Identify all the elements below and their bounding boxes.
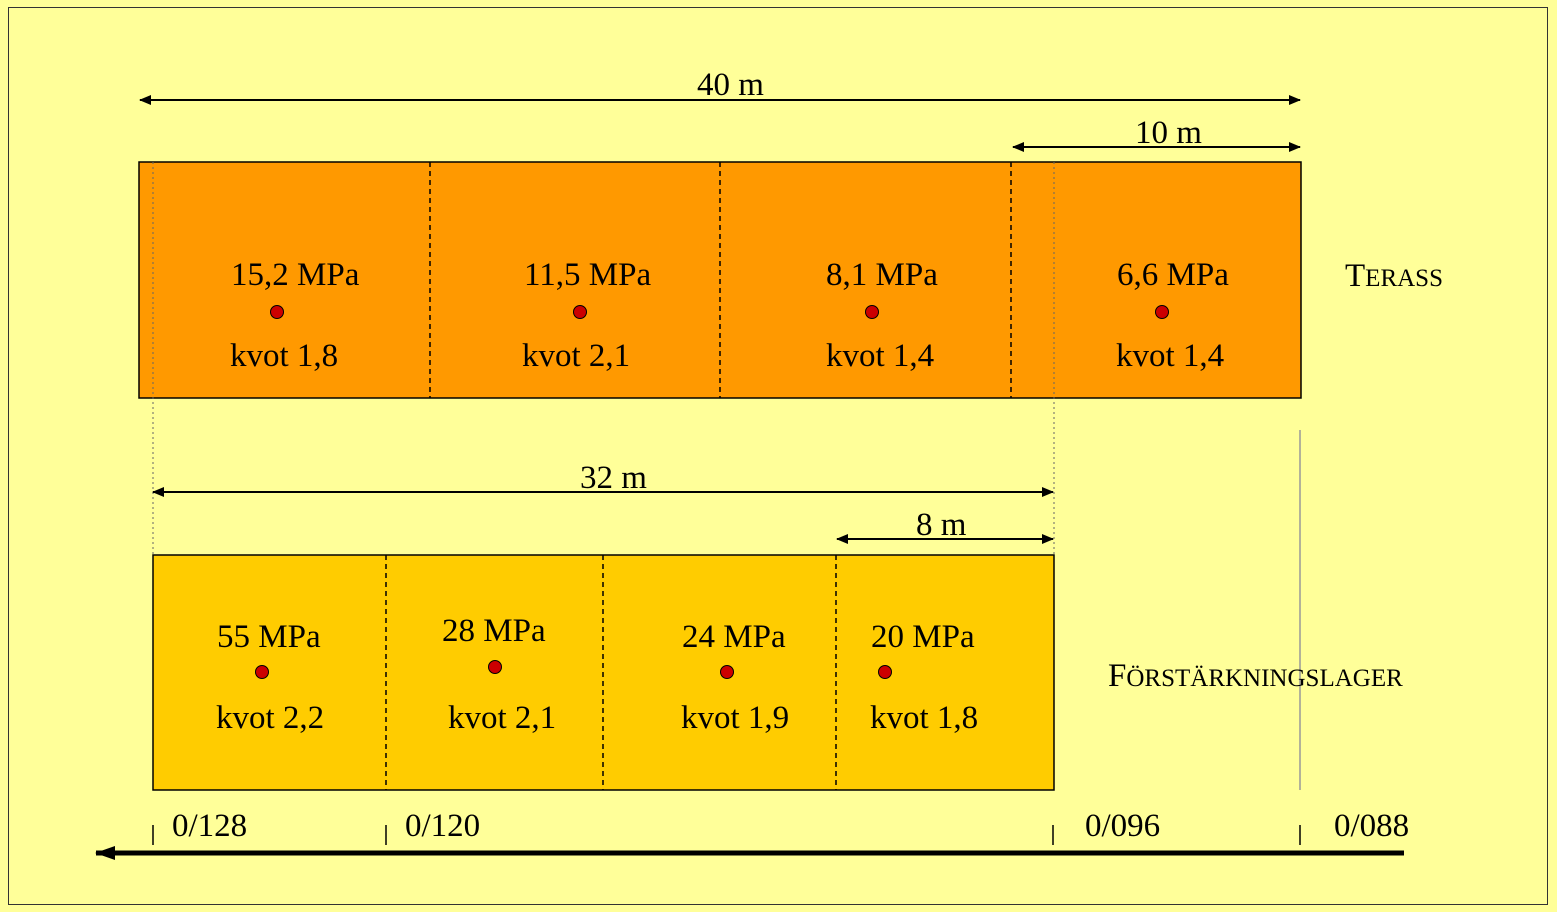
terass-mpa-value: 11,5 MPa — [524, 257, 652, 293]
measurement-point — [1155, 305, 1169, 319]
terass-kvot-value: kvot 1,8 — [230, 338, 339, 374]
forstarkning-layer-label: FÖRSTÄRKNINGSLAGER — [1108, 658, 1403, 694]
terass-kvot-value: kvot 2,1 — [522, 338, 631, 374]
terass-mpa-value: 6,6 MPa — [1117, 257, 1229, 293]
terass-mpa-value: 8,1 MPa — [826, 257, 938, 293]
measurement-point — [720, 665, 734, 679]
dimension-label-10m: 10 m — [1135, 115, 1202, 151]
chainage-label: 0/088 — [1334, 808, 1410, 844]
forstarkning-kvot-value: kvot 2,1 — [448, 700, 557, 736]
forstarkning-mpa-value: 55 MPa — [217, 619, 321, 655]
forstarkning-kvot-value: kvot 1,9 — [681, 700, 790, 736]
measurement-point — [488, 660, 502, 674]
measurement-point — [878, 665, 892, 679]
forstarkning-mpa-value: 28 MPa — [442, 613, 546, 649]
dimension-label-8m: 8 m — [916, 507, 967, 543]
dimension-label-32m: 32 m — [580, 460, 647, 496]
chainage-label: 0/120 — [405, 808, 481, 844]
terass-kvot-value: kvot 1,4 — [826, 338, 935, 374]
chainage-label: 0/096 — [1085, 808, 1161, 844]
chainage-label: 0/128 — [172, 808, 248, 844]
measurement-point — [255, 665, 269, 679]
measurement-point — [573, 305, 587, 319]
forstarkning-kvot-value: kvot 1,8 — [870, 700, 979, 736]
diagram-frame — [8, 7, 1548, 905]
dimension-label-40m: 40 m — [697, 67, 764, 103]
terass-mpa-value: 15,2 MPa — [231, 257, 360, 293]
forstarkning-kvot-value: kvot 2,2 — [216, 700, 325, 736]
forstarkning-mpa-value: 20 MPa — [871, 619, 975, 655]
terass-layer-label: TERASS — [1345, 258, 1443, 294]
terass-kvot-value: kvot 1,4 — [1116, 338, 1225, 374]
measurement-point — [865, 305, 879, 319]
forstarkning-mpa-value: 24 MPa — [682, 619, 786, 655]
measurement-point — [270, 305, 284, 319]
